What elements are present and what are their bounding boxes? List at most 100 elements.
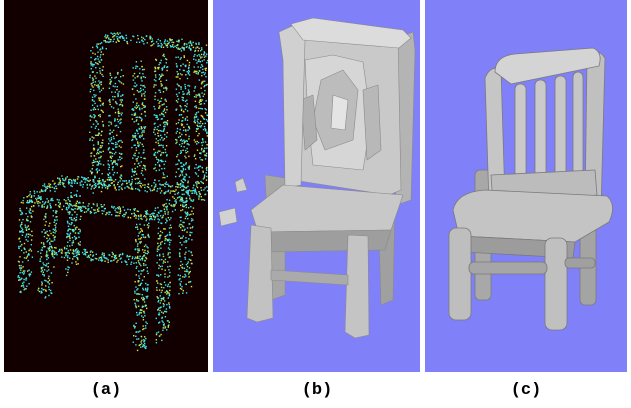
point bbox=[143, 255, 145, 257]
point bbox=[163, 128, 165, 130]
point bbox=[96, 62, 98, 65]
point bbox=[170, 46, 172, 48]
point bbox=[81, 176, 83, 178]
point bbox=[185, 140, 187, 142]
point bbox=[67, 266, 69, 268]
point bbox=[186, 71, 188, 73]
point bbox=[74, 211, 76, 213]
point bbox=[83, 178, 85, 181]
point bbox=[179, 73, 182, 75]
point bbox=[105, 41, 107, 43]
point bbox=[164, 327, 166, 329]
point bbox=[165, 44, 167, 47]
point bbox=[93, 107, 95, 109]
point bbox=[160, 154, 162, 157]
point bbox=[107, 35, 109, 37]
point bbox=[142, 289, 145, 291]
point bbox=[54, 232, 56, 234]
point bbox=[187, 72, 190, 74]
point bbox=[98, 169, 100, 171]
point bbox=[90, 109, 92, 111]
point bbox=[67, 222, 69, 224]
point bbox=[181, 200, 183, 202]
point bbox=[112, 95, 114, 98]
point bbox=[118, 215, 120, 217]
point bbox=[117, 71, 119, 74]
point bbox=[116, 38, 119, 40]
point bbox=[136, 76, 139, 78]
point bbox=[144, 178, 146, 180]
point bbox=[202, 198, 204, 201]
point bbox=[126, 42, 129, 45]
point bbox=[156, 158, 158, 160]
point bbox=[119, 36, 122, 38]
point bbox=[161, 222, 163, 225]
point bbox=[161, 118, 163, 120]
point bbox=[111, 179, 113, 181]
point bbox=[184, 108, 187, 111]
point bbox=[32, 205, 35, 207]
point bbox=[109, 156, 112, 158]
point bbox=[194, 172, 197, 174]
point bbox=[200, 98, 202, 101]
point bbox=[48, 234, 50, 237]
point bbox=[164, 185, 166, 188]
point bbox=[205, 152, 208, 155]
point bbox=[136, 248, 139, 250]
point bbox=[119, 37, 121, 39]
point bbox=[109, 184, 112, 187]
point bbox=[200, 180, 202, 183]
point bbox=[154, 74, 157, 76]
point bbox=[188, 93, 191, 96]
point bbox=[134, 152, 136, 155]
point bbox=[28, 253, 30, 255]
point bbox=[140, 236, 143, 239]
point bbox=[158, 259, 161, 261]
point bbox=[160, 234, 162, 236]
point bbox=[175, 46, 178, 49]
point bbox=[44, 232, 46, 234]
point bbox=[116, 163, 118, 165]
point bbox=[141, 39, 143, 42]
point bbox=[134, 77, 136, 79]
point bbox=[87, 209, 89, 212]
point bbox=[136, 84, 138, 86]
point bbox=[101, 173, 103, 175]
point bbox=[86, 187, 89, 189]
point bbox=[186, 212, 189, 215]
point bbox=[39, 202, 41, 204]
point bbox=[160, 118, 163, 120]
point bbox=[162, 176, 164, 179]
point bbox=[42, 271, 44, 273]
point bbox=[84, 250, 86, 252]
point bbox=[140, 346, 142, 348]
point bbox=[161, 151, 163, 154]
point bbox=[48, 225, 50, 227]
point bbox=[157, 135, 159, 137]
point bbox=[195, 115, 198, 118]
point bbox=[90, 62, 92, 65]
point bbox=[21, 271, 23, 274]
point bbox=[111, 155, 114, 157]
front-leg-right bbox=[544, 237, 568, 331]
point bbox=[179, 216, 181, 219]
point bbox=[186, 123, 188, 126]
point bbox=[175, 132, 177, 134]
point bbox=[74, 227, 77, 229]
point bbox=[116, 164, 119, 166]
point bbox=[29, 234, 31, 236]
point bbox=[185, 263, 188, 266]
point bbox=[19, 245, 22, 247]
point bbox=[167, 213, 169, 215]
point bbox=[156, 262, 158, 264]
point bbox=[192, 226, 194, 228]
point bbox=[139, 293, 141, 295]
point bbox=[140, 161, 142, 163]
point bbox=[134, 106, 136, 108]
point bbox=[83, 248, 85, 251]
point bbox=[45, 201, 47, 203]
point bbox=[198, 125, 201, 127]
point bbox=[28, 201, 31, 203]
point bbox=[147, 213, 149, 215]
point bbox=[190, 206, 192, 208]
